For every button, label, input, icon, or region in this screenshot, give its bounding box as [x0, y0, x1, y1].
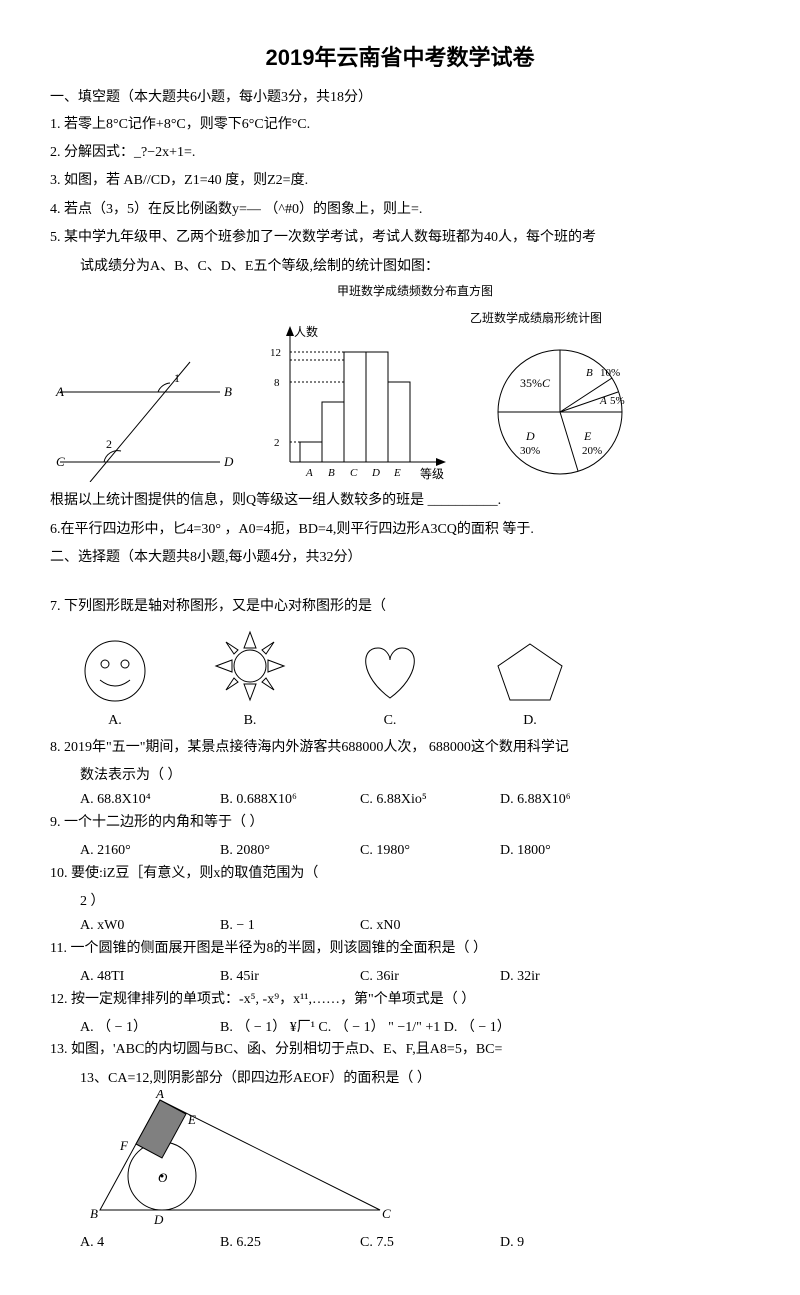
svg-text:C: C — [56, 454, 65, 469]
pie-chart-title: 乙班数学成绩扇形统计图 — [470, 309, 670, 328]
bar-chart: 人数 等级 2 8 12 A B C D E — [260, 322, 450, 482]
q9-options: A. 2160° B. 2080° C. 1980° D. 1800° — [80, 840, 750, 862]
q6: 6.在平行四边形中，匕4=30° ，A0=4扼，BD=4,则平行四边形A3CQ的… — [50, 519, 750, 541]
q9-opt-a: A. 2160° — [80, 840, 180, 862]
svg-text:D: D — [525, 429, 535, 443]
q12-opt-a: A. （ − 1） — [80, 1017, 180, 1039]
q10-options: A. xW0 B. − 1 C. xN0 — [80, 915, 750, 937]
shape-d-label: D. — [490, 710, 570, 732]
svg-text:D: D — [153, 1212, 164, 1227]
q13-line2: 13、CA=12,则阴影部分（即四边形AEOF）的面积是（ ） — [80, 1068, 750, 1090]
svg-text:12: 12 — [270, 347, 281, 359]
svg-text:C: C — [542, 376, 551, 390]
shape-c-label: C. — [350, 710, 430, 732]
svg-text:A: A — [305, 467, 313, 479]
q13-opt-c: C. 7.5 — [360, 1232, 460, 1254]
q10-sub: 2 ） — [80, 891, 750, 913]
q4: 4. 若点（3，5）在反比例函数y=— （^#0）的图象上，则上=. — [50, 199, 750, 221]
svg-text:30%: 30% — [520, 445, 540, 457]
q11-opt-a: A. 48TI — [80, 966, 180, 988]
svg-text:C: C — [382, 1206, 391, 1221]
q11-opt-c: C. 36ir — [360, 966, 460, 988]
q11-opt-d: D. 32ir — [500, 966, 600, 988]
q8-line1: 8. 2019年"五一"期间，某景点接待海内外游客共688000人次， 6880… — [50, 737, 750, 759]
q13-opt-d: D. 9 — [500, 1232, 600, 1254]
svg-text:A: A — [155, 1090, 164, 1101]
page-title: 2019年云南省中考数学试卷 — [50, 40, 750, 75]
q5-line1: 5. 某中学九年级甲、乙两个班参加了一次数学考试，考试人数每班都为40人，每个班… — [50, 227, 750, 249]
shape-c: C. — [350, 636, 430, 732]
q9-opt-d: D. 1800° — [500, 840, 600, 862]
svg-text:B: B — [224, 384, 232, 399]
triangle-incircle-figure: A B C D E F O — [80, 1090, 400, 1230]
q13-options: A. 4 B. 6.25 C. 7.5 D. 9 — [80, 1232, 750, 1254]
svg-text:E: E — [583, 429, 592, 443]
q8-opt-d: D. 6.88X10⁶ — [500, 789, 600, 811]
q9-opt-c: C. 1980° — [360, 840, 460, 862]
q3: 3. 如图，若 AB//CD，Z1=40 度，则Z2=度. — [50, 170, 750, 192]
svg-text:1: 1 — [174, 371, 180, 385]
svg-text:5%: 5% — [610, 395, 625, 407]
svg-text:A: A — [55, 384, 64, 399]
bar-chart-title: 甲班数学成绩频数分布直方图 — [80, 282, 750, 301]
q12-opt-b: B. （ − 1） ¥厂¹ C. （ − 1） " −1/" +1 D. （ −… — [220, 1017, 511, 1039]
q1: 1. 若零上8°C记作+8°C，则零下6°C记作°C. — [50, 114, 750, 136]
svg-text:B: B — [586, 367, 593, 379]
q13-line1: 13. 如图，'ABC的内切圆与BC、函、分别相切于点D、E、F,且A8=5，B… — [50, 1039, 750, 1061]
q7-shapes: A. B. C. D. — [80, 626, 750, 732]
q5-line3: 根据以上统计图提供的信息，则Q等级这一组人数较多的班是 __________. — [50, 490, 750, 512]
svg-text:O: O — [158, 1170, 168, 1185]
svg-text:F: F — [119, 1138, 129, 1153]
pie-chart-wrapper: 乙班数学成绩扇形统计图 35%C 10% B A5% E 20% D 30% — [470, 309, 670, 482]
q12-options: A. （ − 1） B. （ − 1） ¥厂¹ C. （ − 1） " −1/"… — [80, 1017, 750, 1039]
svg-text:B: B — [90, 1206, 98, 1221]
shape-b-label: B. — [210, 710, 290, 732]
svg-text:C: C — [350, 467, 358, 479]
q11-opt-b: B. 45ir — [220, 966, 320, 988]
q12: 12. 按一定规律排列的单项式：-x⁵, -x⁹，x¹¹,……，第"个单项式是（… — [50, 989, 750, 1011]
q9-opt-b: B. 2080° — [220, 840, 320, 862]
parallel-lines-figure: A B C D 1 2 — [50, 352, 240, 482]
svg-text:2: 2 — [106, 437, 112, 451]
q10-opt-c: C. xN0 — [360, 915, 460, 937]
section-2-header: 二、选择题（本大题共8小题,每小题4分，共32分） — [50, 547, 750, 569]
svg-text:20%: 20% — [582, 445, 602, 457]
q8-opt-a: A. 68.8X10⁴ — [80, 789, 180, 811]
svg-text:人数: 人数 — [294, 324, 318, 339]
q7: 7. 下列图形既是轴对称图形，又是中心对称图形的是（ — [50, 596, 750, 618]
q13-opt-b: B. 6.25 — [220, 1232, 320, 1254]
q8-options: A. 68.8X10⁴ B. 0.688X10⁶ C. 6.88Xio⁵ D. … — [80, 789, 750, 811]
q9: 9. 一个十二边形的内角和等于（ ） — [50, 812, 750, 834]
q11-options: A. 48TI B. 45ir C. 36ir D. 32ir — [80, 966, 750, 988]
q8-opt-c: C. 6.88Xio⁵ — [360, 789, 460, 811]
svg-text:2: 2 — [274, 437, 280, 449]
svg-text:B: B — [328, 467, 335, 479]
svg-text:35%: 35% — [520, 376, 542, 390]
section-1-header: 一、填空题（本大题共6小题，每小题3分，共18分） — [50, 87, 750, 109]
svg-text:E: E — [393, 467, 401, 479]
q10: 10. 要使:iZ豆［有意义，则x的取值范围为（ — [50, 863, 750, 885]
shape-a-label: A. — [80, 710, 150, 732]
figure-row-q5: A B C D 1 2 人数 等级 2 8 12 A B C D E — [50, 309, 750, 482]
q13-opt-a: A. 4 — [80, 1232, 180, 1254]
q10-opt-a: A. xW0 — [80, 915, 180, 937]
svg-text:10%: 10% — [600, 367, 620, 379]
q8-opt-b: B. 0.688X10⁶ — [220, 789, 320, 811]
svg-text:D: D — [223, 454, 234, 469]
shape-a: A. — [80, 636, 150, 732]
q2: 2. 分解因式：_?−2x+1=. — [50, 142, 750, 164]
q11: 11. 一个圆锥的侧面展开图是半径为8的半圆，则该圆锥的全面积是（ ） — [50, 938, 750, 960]
q10-opt-b: B. − 1 — [220, 915, 320, 937]
svg-text:等级: 等级 — [420, 467, 444, 481]
svg-text:8: 8 — [274, 377, 280, 389]
q8-line2: 数法表示为（ ） — [80, 765, 750, 787]
q5-line2: 试成绩分为A、B、C、D、E五个等级,绘制的统计图如图： — [80, 256, 750, 278]
shape-b: B. — [210, 626, 290, 732]
svg-text:A: A — [599, 395, 607, 407]
svg-text:D: D — [371, 467, 380, 479]
shape-d: D. — [490, 636, 570, 732]
svg-text:E: E — [187, 1112, 196, 1127]
pie-chart: 35%C 10% B A5% E 20% D 30% — [470, 332, 670, 482]
